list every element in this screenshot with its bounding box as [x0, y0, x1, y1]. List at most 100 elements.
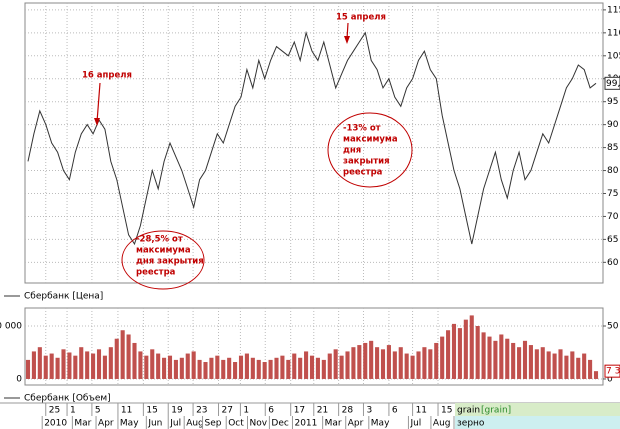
volume-bar: [173, 359, 178, 379]
x-tick-label: Mar: [74, 419, 91, 429]
x-tick-label: 17: [294, 406, 305, 416]
x-tick-label: 11: [121, 406, 132, 416]
price-line: [27, 30, 597, 246]
x-tick-label: Aug: [433, 419, 451, 429]
volume-bar: [304, 351, 309, 379]
volume-bar: [102, 355, 107, 379]
y-tick-label: 70: [607, 212, 619, 222]
volume-bar: [416, 351, 421, 379]
volume-bar: [25, 359, 31, 379]
volume-bar: [487, 336, 492, 379]
volume-bar: [120, 330, 125, 379]
volume-bar: [369, 340, 374, 379]
overlay-name: grain: [457, 406, 480, 416]
volume-bar: [505, 338, 510, 379]
volume-bar: [156, 353, 161, 379]
y2-tick-label: 50: [607, 322, 619, 332]
x-tick-label: Jun: [147, 419, 162, 429]
x-tick-label: Sep: [205, 419, 222, 429]
y-tick-label: 80: [607, 166, 619, 176]
annotation: максимума: [136, 246, 191, 256]
volume-bar: [144, 355, 149, 379]
volume-bar: [167, 355, 173, 379]
volume-bar: [256, 359, 261, 379]
volume-bar: [582, 353, 587, 379]
x-tick-label: 27: [222, 406, 233, 416]
volume-bar: [475, 326, 480, 379]
volume-bar: [357, 345, 362, 379]
volume-bar: [398, 347, 403, 379]
volume-bar: [593, 371, 599, 379]
volume-bar: [191, 351, 196, 379]
volume-bar: [197, 359, 202, 379]
y-tick-label: 60: [607, 258, 619, 268]
volume-bar: [552, 353, 557, 379]
volume-bar: [91, 353, 96, 379]
x-tick-label: 6: [268, 406, 274, 416]
volume-bar: [404, 353, 409, 379]
volume-bar: [540, 347, 545, 379]
x-tick-label: Aug: [186, 419, 204, 429]
volume-bar: [67, 352, 72, 379]
volume-bar: [185, 353, 190, 379]
x-tick-label: 11: [416, 406, 427, 416]
annotation: закрытия: [343, 157, 390, 167]
volume-bar: [339, 355, 344, 379]
arrow-head: [344, 36, 350, 44]
volume-bar: [73, 355, 78, 379]
x-tick-label: Jul: [169, 419, 181, 429]
volume-bar: [481, 332, 486, 379]
volume-bar: [511, 342, 516, 379]
arrow-head: [94, 118, 100, 126]
x-tick-label: Apr: [98, 419, 114, 429]
volume-bar: [55, 357, 60, 379]
volume-bar: [457, 328, 462, 379]
last-value-box: [604, 364, 620, 378]
volume-bar: [298, 357, 303, 379]
volume-bar: [280, 355, 285, 379]
volume-bar: [469, 315, 474, 379]
overlay-row: [455, 403, 620, 416]
volume-bar: [380, 349, 386, 379]
volume-bar: [315, 357, 320, 379]
volume-bar: [517, 347, 522, 379]
volume-bar: [61, 349, 66, 379]
annotation: 16 апреля: [82, 71, 132, 81]
x-tick-label: 6: [392, 406, 398, 416]
volume-bar: [345, 351, 350, 379]
volume-bar: [363, 342, 368, 379]
y-tick-label: 95: [607, 97, 618, 107]
volume-bar: [179, 357, 184, 379]
x-tick-label: 23: [196, 406, 207, 416]
last-value-label: 99,4: [606, 79, 620, 89]
x-tick-label: 5: [95, 406, 101, 416]
volume-bar: [451, 323, 457, 379]
volume-bar: [546, 351, 551, 379]
y-tick-label: 65: [607, 235, 618, 245]
x-tick-label: Dec: [271, 419, 288, 429]
overlay-row: [455, 416, 620, 429]
x-tick-label: 19: [171, 406, 183, 416]
x-tick-label: 15: [441, 406, 452, 416]
volume-bar: [321, 359, 326, 379]
volume-bar: [422, 347, 427, 379]
volume-bar: [576, 357, 581, 379]
volume-bar: [209, 357, 214, 379]
annotation: максимума: [343, 135, 398, 145]
volume-bar: [333, 349, 338, 379]
volume-bar: [292, 353, 297, 379]
x-tick-label: May: [120, 419, 139, 429]
volume-bar: [138, 351, 143, 379]
annotation: дня: [343, 146, 361, 156]
y-tick-label: 110: [607, 28, 620, 38]
annotation: реестра: [136, 268, 176, 278]
volume-bar: [286, 359, 291, 379]
volume-bar: [250, 357, 255, 379]
x-tick-label: 1: [70, 406, 76, 416]
y-tick-label: 0: [16, 374, 22, 384]
x-tick-label: 1: [243, 406, 249, 416]
volume-bar: [244, 353, 249, 379]
volume-bar: [428, 349, 433, 379]
volume-bar: [31, 351, 36, 379]
